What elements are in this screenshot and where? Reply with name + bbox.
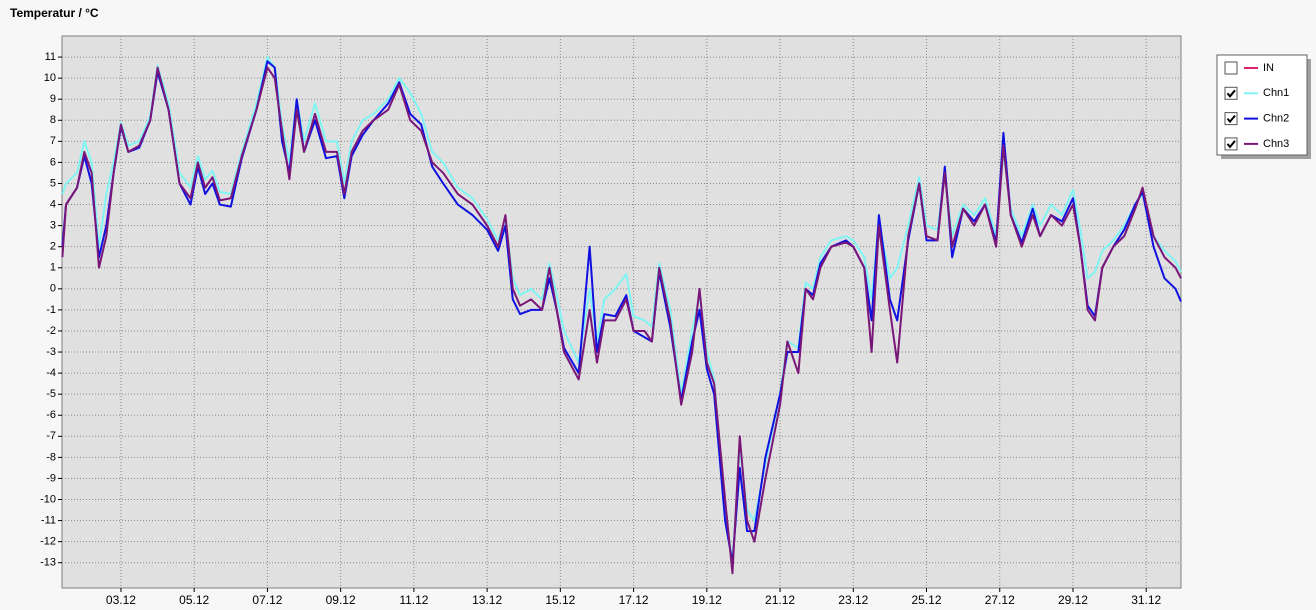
x-tick-label: 27.12 <box>985 593 1015 607</box>
y-tick-label: -5 <box>46 388 56 400</box>
x-tick-label: 15.12 <box>545 593 575 607</box>
y-tick-label: 9 <box>50 93 56 105</box>
y-tick-label: -1 <box>46 304 56 316</box>
y-tick-label: -12 <box>40 536 56 548</box>
x-tick-label: 19.12 <box>692 593 722 607</box>
y-tick-label: -9 <box>46 472 56 484</box>
x-tick-label: 25.12 <box>911 593 941 607</box>
y-tick-label: 6 <box>50 156 56 168</box>
y-tick-label: 5 <box>50 177 56 189</box>
x-tick-label: 29.12 <box>1058 593 1088 607</box>
legend-label: Chn1 <box>1263 87 1289 99</box>
x-tick-label: 21.12 <box>765 593 795 607</box>
x-tick-label: 13.12 <box>472 593 502 607</box>
y-tick-label: 2 <box>50 241 56 253</box>
y-tick-label: -3 <box>46 346 56 358</box>
y-tick-label: -2 <box>46 325 56 337</box>
x-tick-label: 17.12 <box>619 593 649 607</box>
y-tick-label: -4 <box>46 367 56 379</box>
x-tick-label: 11.12 <box>399 593 428 607</box>
plot-area <box>61 35 1182 589</box>
legend-items: IN Chn1 Chn2 Chn3 <box>1224 61 1289 151</box>
y-tick-label: 7 <box>50 135 56 147</box>
y-tick-label: -10 <box>40 493 56 505</box>
grid <box>62 36 1181 588</box>
legend-checkmark[interactable] <box>1226 114 1236 124</box>
series-line <box>61 66 1182 575</box>
y-tick-label: -11 <box>41 514 56 526</box>
y-tick-label: 4 <box>50 198 56 210</box>
x-tick-label: 05.12 <box>179 593 209 607</box>
y-tick-label: 10 <box>44 72 56 84</box>
x-tick-label: 23.12 <box>838 593 868 607</box>
x-tick-label: 03.12 <box>106 593 136 607</box>
y-tick-label: 1 <box>50 262 56 274</box>
y-tick-label: 11 <box>45 51 56 63</box>
legend-label: Chn3 <box>1263 138 1289 150</box>
y-tick-label: 0 <box>50 283 56 295</box>
y-tick-label: -6 <box>46 409 56 421</box>
legend-label: IN <box>1263 62 1274 74</box>
y-tick-label: -8 <box>46 451 56 463</box>
legend-checkmark[interactable] <box>1226 89 1236 98</box>
y-tick-label: 8 <box>50 114 56 126</box>
y-tick-label: -7 <box>46 430 56 442</box>
x-tick-label: 31.12 <box>1131 593 1161 607</box>
y-tick-label: -13 <box>40 557 56 569</box>
y-tick-label: 3 <box>50 220 56 232</box>
axes: 11109876543210-1-2-3-4-5-6-7-8-9-10-11-1… <box>40 51 1161 607</box>
legend-checkbox[interactable] <box>1224 112 1238 126</box>
x-tick-label: 09.12 <box>326 593 356 607</box>
legend-checkbox[interactable] <box>1224 61 1238 75</box>
series-lines <box>61 56 1182 575</box>
legend-checkbox[interactable] <box>1224 86 1238 100</box>
legend-label: Chn2 <box>1263 113 1289 125</box>
x-tick-label: 07.12 <box>252 593 282 607</box>
legend-checkmark[interactable] <box>1226 140 1236 149</box>
chart-title: Temperatur / °C <box>10 6 99 20</box>
legend-checkbox[interactable] <box>1224 137 1238 151</box>
